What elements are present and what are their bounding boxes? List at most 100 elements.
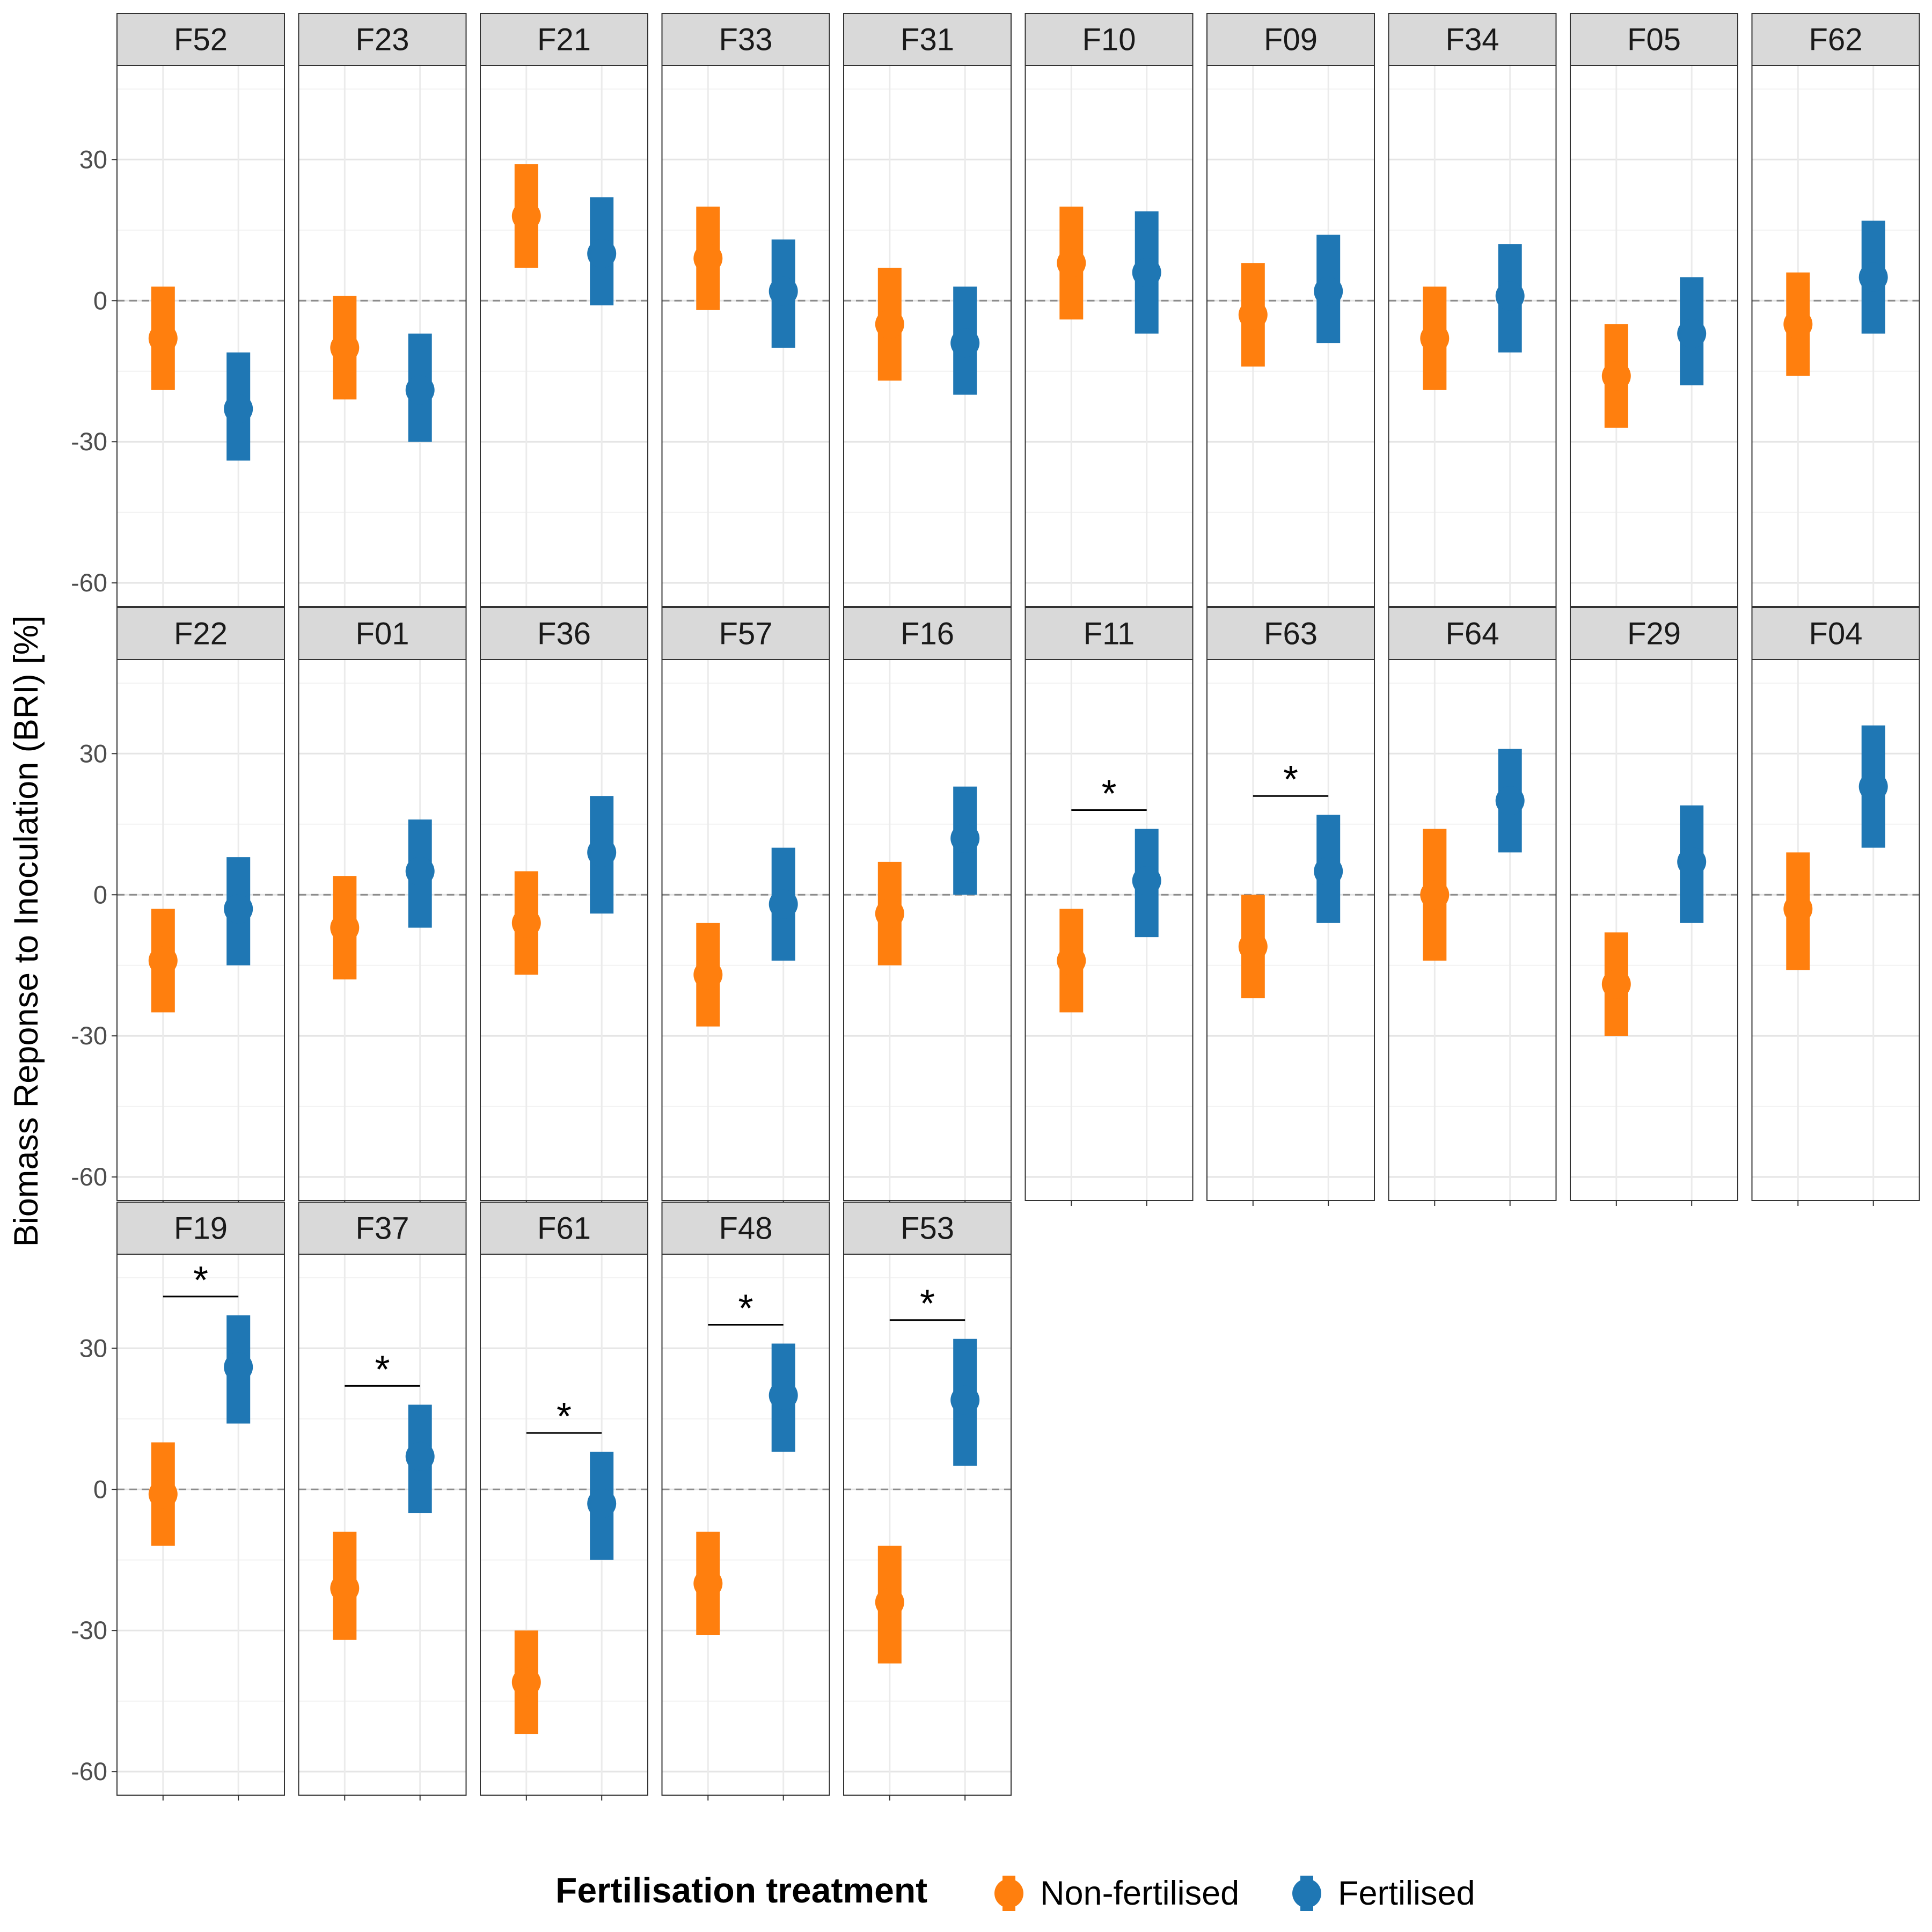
panel-border [1206, 659, 1375, 1201]
panel-background [117, 65, 284, 606]
panel-border [843, 659, 1012, 1201]
fertilised-mean-point [587, 239, 617, 268]
panel-background [298, 1254, 466, 1795]
panel-border [116, 659, 285, 1201]
panel-background [1025, 660, 1193, 1201]
facet-strip-label: F09 [1264, 23, 1318, 57]
nonfertilised-mean-point [1783, 894, 1813, 924]
panel-border [480, 65, 648, 607]
facet-panel-F62: F62 [1751, 13, 1920, 612]
panel-border [661, 659, 830, 1201]
y-tick-label: -60 [71, 568, 107, 597]
nonfertilised-mean-point [148, 1480, 178, 1509]
facets-layer: -60 -30 0 30 -60 -30 0 30 -60 -30 0 30 F52 F23 F21 F33 F… [71, 13, 1920, 1801]
panel-border [661, 1254, 830, 1796]
facet-panel-F10: F10 [1024, 13, 1194, 612]
panel-border [480, 1254, 648, 1796]
nonfertilised-mean-point [693, 1569, 723, 1598]
nonfertilised-mean-point [875, 899, 904, 928]
legend-item: Fertilised [1292, 1875, 1475, 1912]
legend-title: Fertilisation treatment [555, 1870, 927, 1910]
facet-strip-label: F21 [537, 23, 591, 57]
facet-strip-label: F57 [719, 617, 773, 652]
nonfertilised-mean-point [1601, 361, 1631, 391]
panel-background [1207, 660, 1374, 1201]
panel-border [1024, 659, 1194, 1201]
panel-background [1752, 660, 1920, 1201]
facet-panel-F21: F21 [480, 13, 648, 612]
facet-strip [298, 1202, 467, 1255]
facet-strip [480, 607, 648, 660]
nonfertilised-mean-point [693, 960, 723, 990]
facet-panel-F04: F04 [1751, 607, 1920, 1206]
panel-border [298, 65, 467, 607]
facet-panel-F57: F57 [661, 607, 830, 1206]
nonfertilised-mean-point [1601, 969, 1631, 999]
nonfertilised-mean-point [511, 908, 541, 938]
legend-items: Non-fertilised Fertilised [994, 1875, 1475, 1912]
y-tick-label: 0 [93, 880, 107, 909]
legend-label: Fertilised [1338, 1875, 1475, 1912]
facet-strip-label: F37 [356, 1211, 409, 1246]
fertilised-mean-point [1132, 258, 1161, 287]
legend-label: Non-fertilised [1040, 1875, 1239, 1912]
panel-border [1570, 65, 1738, 607]
panel-background [298, 660, 466, 1201]
facet-strip-label: F19 [174, 1211, 228, 1246]
facet-strip [298, 607, 467, 660]
fertilised-mean-point [587, 838, 617, 867]
facet-strip-label: F48 [719, 1211, 773, 1246]
facet-panel-F11: F11 * [1024, 607, 1194, 1206]
panel-border [1388, 659, 1557, 1201]
panel-background [480, 1254, 648, 1795]
significance-star: * [1283, 758, 1298, 801]
facet-panel-F37: F37 * [298, 1202, 467, 1801]
panel-border [1751, 659, 1920, 1201]
facet-strip [298, 13, 467, 66]
facet-strip [843, 607, 1012, 660]
legend-item: Non-fertilised [994, 1875, 1239, 1912]
panel-background [1570, 660, 1738, 1201]
nonfertilised-mean-point [875, 310, 904, 339]
panel-border [1570, 659, 1738, 1201]
facet-strip [1388, 607, 1557, 660]
facet-panel-F34: F34 [1388, 13, 1557, 612]
y-tick-label: 30 [79, 145, 107, 173]
facet-panel-F23: F23 [298, 13, 467, 612]
y-tick-label: 30 [79, 1334, 107, 1362]
panel-background [1025, 65, 1193, 606]
fertilised-mean-point [1495, 281, 1525, 311]
facet-strip [661, 1202, 830, 1255]
facet-panel-F19: F19 * [116, 1202, 285, 1801]
facet-strip-label: F63 [1264, 617, 1318, 652]
y-tick-label: 30 [79, 739, 107, 767]
fertilised-mean-point [950, 824, 980, 853]
significance-star: * [375, 1348, 390, 1391]
panel-background [844, 1254, 1011, 1795]
panel-border [1024, 65, 1194, 607]
significance-star: * [1101, 772, 1116, 815]
fertilised-mean-point [1677, 847, 1707, 876]
facet-strip [1024, 607, 1194, 660]
panel-background [844, 660, 1011, 1201]
y-tick-label: 0 [93, 1475, 107, 1503]
facet-strip [843, 13, 1012, 66]
panel-background [1388, 660, 1556, 1201]
fertilised-mean-point [1132, 866, 1161, 895]
facet-panel-F09: F09 [1206, 13, 1375, 612]
significance-star: * [193, 1259, 208, 1302]
nonfertilised-mean-point [1420, 324, 1450, 353]
facet-strip-label: F34 [1446, 23, 1499, 57]
panel-border [1751, 65, 1920, 607]
panel-border [843, 1254, 1012, 1796]
panel-border [1388, 65, 1557, 607]
facet-strip-label: F31 [901, 23, 954, 57]
panel-background [117, 1254, 284, 1795]
facet-strip-label: F61 [537, 1211, 591, 1246]
facet-strip [1570, 607, 1738, 660]
facet-panel-F05: F05 [1570, 13, 1738, 612]
panel-background [1388, 65, 1556, 606]
facet-panel-F31: F31 [843, 13, 1012, 612]
facet-panel-F36: F36 [480, 607, 648, 1206]
panel-border [661, 65, 830, 607]
